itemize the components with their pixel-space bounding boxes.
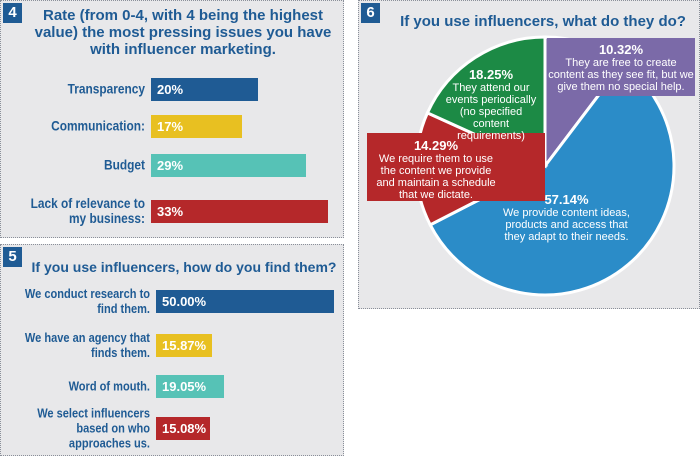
slice-label-red: 14.29% We require them to use the content… xyxy=(376,138,496,202)
bar-category-label: We conduct research to find them. xyxy=(24,286,151,316)
bar: 33% xyxy=(151,200,328,223)
bar: 29% xyxy=(151,154,307,177)
slice-label-blue: 57.14% We provide content ideas, products… xyxy=(503,192,630,244)
panel-influencer-activities: 6 If you use influencers, what do they d… xyxy=(358,0,700,309)
bar: 15.08% xyxy=(156,417,210,440)
red-label-box xyxy=(367,133,545,201)
panel-number-badge: 4 xyxy=(3,3,22,23)
bar: 17% xyxy=(151,115,242,138)
bar: 20% xyxy=(151,78,258,101)
bar: 19.05% xyxy=(156,375,224,398)
bar-category-label: Word of mouth. xyxy=(68,378,150,394)
purple-label-box xyxy=(547,38,695,96)
chart-title: If you use influencers, what do they do? xyxy=(400,13,686,30)
slice-label-purple: 10.32% They are free to create content as… xyxy=(548,42,694,94)
bar-category-label: We select influencers based on who appro… xyxy=(37,405,150,451)
panel-pressing-issues: 4 Rate (from 0-4, with 4 being the highe… xyxy=(0,0,344,238)
bar-category-label: Lack of relevance to my business: xyxy=(30,195,146,226)
bar-category-label: Transparency xyxy=(67,80,145,97)
bar: 15.87% xyxy=(156,334,213,357)
panel-number-badge: 6 xyxy=(361,3,380,23)
slice-label-green: 18.25% They attend our events periodicall… xyxy=(445,67,537,143)
pie-slice-blue xyxy=(428,61,676,297)
bar-category-label: We have an agency that finds them. xyxy=(24,330,150,360)
panel-find-influencers: 5 If you use influencers, how do you fin… xyxy=(0,244,344,456)
panel-number-badge: 5 xyxy=(3,247,22,267)
bar: 50.00% xyxy=(156,290,334,313)
bar-category-label: Communication: xyxy=(51,117,145,134)
bar-category-label: Budget xyxy=(104,156,145,173)
chart-title: Rate (from 0-4, with 4 being the highest… xyxy=(34,7,332,58)
chart-title: If you use influencers, how do you find … xyxy=(31,259,337,275)
